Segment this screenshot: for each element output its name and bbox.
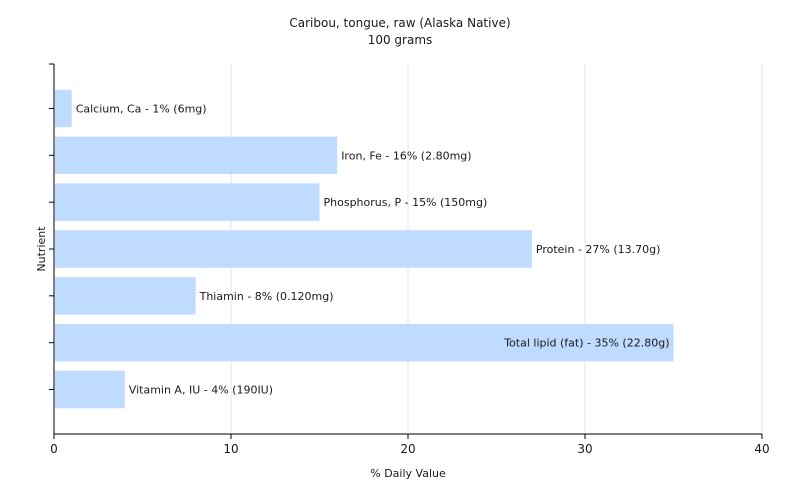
bar xyxy=(55,277,196,315)
bar xyxy=(55,136,338,175)
data-label: Calcium, Ca - 1% (6mg) xyxy=(76,102,207,115)
data-label: Iron, Fe - 16% (2.80mg) xyxy=(341,149,471,162)
x-tick-label: 20 xyxy=(400,442,415,456)
data-label: Protein - 27% (13.70g) xyxy=(536,243,661,256)
chart-subtitle: 100 grams xyxy=(368,33,433,47)
data-label: Total lipid (fat) - 35% (22.80g) xyxy=(503,337,669,350)
x-tick-label: 30 xyxy=(577,442,592,456)
bar xyxy=(55,183,320,221)
x-tick-label: 10 xyxy=(223,442,238,456)
axes: 0 10 20 30 40 xyxy=(49,63,770,456)
bars: Calcium, Ca - 1% (6mg) Iron, Fe - 16% (2.… xyxy=(55,89,674,409)
data-label: Phosphorus, P - 15% (150mg) xyxy=(324,196,488,209)
bar xyxy=(55,370,125,409)
data-label: Thiamin - 8% (0.120mg) xyxy=(199,290,334,303)
x-tick-label: 40 xyxy=(754,442,769,456)
y-axis-title: Nutrient xyxy=(35,226,48,272)
data-label: Vitamin A, IU - 4% (190IU) xyxy=(129,384,273,397)
bar xyxy=(55,230,532,268)
x-tick-label: 0 xyxy=(50,442,58,456)
bar xyxy=(55,89,72,128)
bar xyxy=(55,323,674,362)
chart-title: Caribou, tongue, raw (Alaska Native) xyxy=(289,16,510,30)
x-axis-title: % Daily Value xyxy=(370,467,446,480)
